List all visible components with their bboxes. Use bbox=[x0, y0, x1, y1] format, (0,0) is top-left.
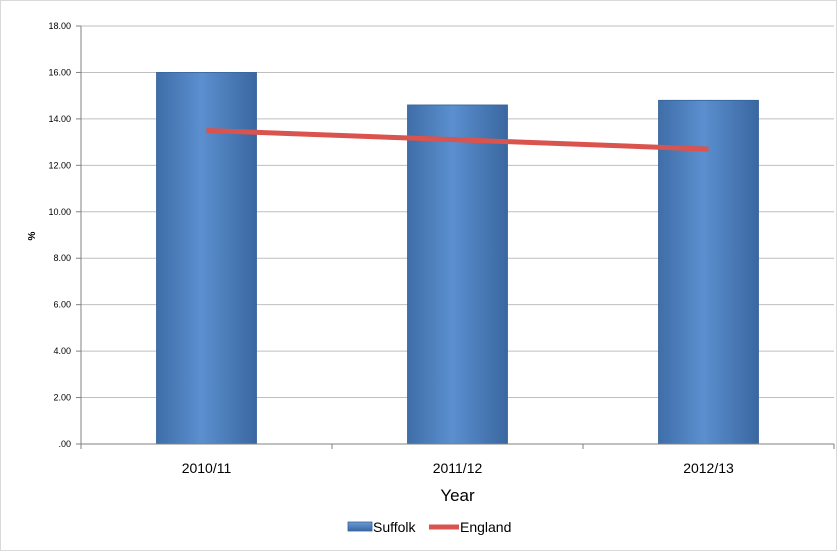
x-tick-label: 2011/12 bbox=[433, 460, 483, 476]
y-tick-label: 4.00 bbox=[53, 346, 71, 356]
y-tick-label: 14.00 bbox=[48, 114, 71, 124]
y-tick-label: 2.00 bbox=[53, 393, 71, 403]
legend-label-england: England bbox=[460, 519, 511, 535]
legend-label-suffolk: Suffolk bbox=[373, 519, 417, 535]
y-tick-label: 12.00 bbox=[48, 160, 71, 170]
legend-swatch-suffolk bbox=[348, 522, 372, 531]
bar-suffolk bbox=[157, 72, 257, 444]
bar-suffolk bbox=[408, 105, 508, 444]
y-tick-label: 10.00 bbox=[48, 207, 71, 217]
y-tick-label: 16.00 bbox=[48, 67, 71, 77]
y-axis-title: % bbox=[27, 231, 38, 240]
x-axis-title: Year bbox=[440, 486, 475, 505]
y-tick-label: 8.00 bbox=[53, 253, 71, 263]
bars-suffolk bbox=[157, 72, 759, 444]
legend: Suffolk England bbox=[348, 519, 511, 535]
y-tick-label: 6.00 bbox=[53, 300, 71, 310]
bar-suffolk bbox=[659, 100, 759, 444]
y-axis-ticks: .00 2.00 4.00 6.00 8.00 10.00 12.00 14.00 16.00 1… bbox=[48, 21, 71, 449]
x-tick-label: 2012/13 bbox=[683, 460, 734, 476]
y-tick-label: .00 bbox=[58, 439, 71, 449]
x-tick-label: 2010/11 bbox=[182, 460, 232, 476]
y-tick-label: 18.00 bbox=[48, 21, 71, 31]
x-axis-ticks: 2010/11 2011/12 2012/13 bbox=[182, 460, 734, 476]
